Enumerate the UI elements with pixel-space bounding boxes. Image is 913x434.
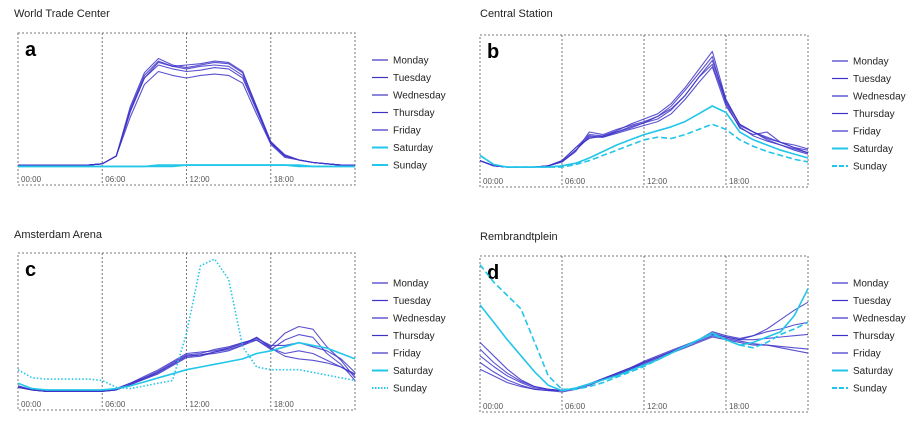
legend: Monday Tuesday Wednesday Thursday Friday Satu… — [372, 279, 446, 395]
x-tick-label: 00:00 — [483, 402, 504, 411]
legend-label-thursday: Thursday — [393, 331, 435, 342]
x-tick-label: 06:00 — [105, 400, 126, 409]
series-line-thursday — [479, 336, 809, 392]
chart-title: World Trade Center — [14, 8, 110, 20]
legend-label-saturday: Saturday — [853, 366, 893, 377]
legend: Monday Tuesday Wednesday Thursday Friday Satu… — [372, 56, 446, 172]
legend-label-thursday: Thursday — [853, 331, 895, 342]
legend-label-saturday: Saturday — [393, 366, 433, 377]
panel-letter: d — [487, 262, 499, 284]
x-tick-label: 18:00 — [274, 400, 295, 409]
x-tick-label: 06:00 — [105, 175, 126, 184]
legend-label-friday: Friday — [393, 349, 421, 360]
x-tick-label: 00:00 — [483, 177, 504, 186]
x-tick-label: 12:00 — [647, 402, 668, 411]
series-line-sunday — [479, 123, 809, 168]
legend-label-thursday: Thursday — [853, 109, 895, 120]
legend-label-monday: Monday — [853, 279, 889, 290]
legend-label-tuesday: Tuesday — [393, 296, 431, 307]
x-tick-label: 12:00 — [190, 175, 211, 184]
panel-letter: b — [487, 41, 499, 63]
series-line-friday — [479, 335, 809, 392]
x-tick-label: 18:00 — [274, 175, 295, 184]
legend-label-wednesday: Wednesday — [393, 91, 446, 102]
legend-label-monday: Monday — [393, 279, 429, 290]
panel-letter: a — [25, 39, 37, 61]
chart-panel-b: Central Station 00:00 06:00 12:00 18:00 b Mond… — [479, 8, 906, 188]
chart-title: Rembrandtplein — [480, 231, 558, 243]
legend-label-sunday: Sunday — [853, 162, 887, 173]
legend-label-friday: Friday — [393, 126, 421, 137]
x-tick-label: 18:00 — [729, 402, 750, 411]
series-line-sunday — [479, 264, 809, 391]
legend-label-monday: Monday — [393, 56, 429, 67]
legend-label-tuesday: Tuesday — [393, 73, 431, 84]
chart-panel-d: Rembrandtplein 00:00 06:00 12:00 18:00 d Monda… — [479, 231, 906, 413]
x-tick-label: 06:00 — [565, 402, 586, 411]
legend-label-tuesday: Tuesday — [853, 74, 891, 85]
panel-letter: c — [25, 259, 36, 281]
series-line-saturday — [479, 288, 809, 392]
x-tick-label: 00:00 — [21, 175, 42, 184]
chart-panel-c: Amsterdam Arena 00:00 06:00 12:00 18:00 c Mond… — [14, 229, 446, 411]
legend-label-sunday: Sunday — [393, 161, 427, 172]
legend-label-friday: Friday — [853, 127, 881, 138]
legend-label-sunday: Sunday — [853, 384, 887, 395]
series-line-saturday — [17, 341, 356, 391]
chart-panel-a: World Trade Center 00:00 06:00 12:00 18:00 a M… — [14, 8, 446, 186]
x-tick-label: 06:00 — [565, 177, 586, 186]
chart-title: Central Station — [480, 8, 553, 20]
legend-label-saturday: Saturday — [393, 143, 433, 154]
x-tick-label: 12:00 — [647, 177, 668, 186]
series-line-friday — [17, 339, 356, 392]
legend-label-sunday: Sunday — [393, 384, 427, 395]
legend: Monday Tuesday Wednesday Thursday Friday Satu… — [832, 279, 906, 395]
legend-label-thursday: Thursday — [393, 108, 435, 119]
x-tick-label: 00:00 — [21, 400, 42, 409]
chart-title: Amsterdam Arena — [14, 229, 103, 241]
legend-label-wednesday: Wednesday — [393, 314, 446, 325]
series-line-sunday — [18, 164, 355, 168]
legend-label-monday: Monday — [853, 57, 889, 68]
x-tick-label: 18:00 — [729, 177, 750, 186]
legend-label-saturday: Saturday — [853, 144, 893, 155]
legend-label-tuesday: Tuesday — [853, 296, 891, 307]
legend: Monday Tuesday Wednesday Thursday Friday Satu… — [832, 57, 906, 173]
series-line-friday — [18, 61, 355, 166]
x-tick-label: 12:00 — [190, 400, 211, 409]
series-line-wednesday — [479, 333, 809, 392]
legend-label-wednesday: Wednesday — [853, 92, 906, 103]
legend-label-friday: Friday — [853, 349, 881, 360]
legend-label-wednesday: Wednesday — [853, 314, 906, 325]
